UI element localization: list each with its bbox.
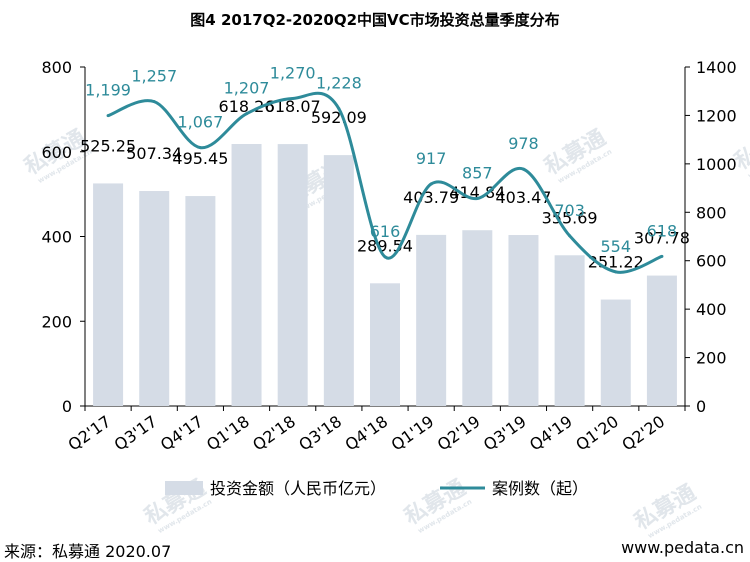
right-tick-label: 1000 xyxy=(696,155,737,174)
left-tick-label: 600 xyxy=(41,143,72,162)
line-value-label: 857 xyxy=(462,163,493,182)
x-tick-label: Q4'17 xyxy=(157,412,207,455)
x-tick-label: Q4'19 xyxy=(526,412,576,455)
bar xyxy=(555,255,585,406)
line-value-label: 703 xyxy=(554,201,585,220)
x-tick-label: Q4'18 xyxy=(341,412,391,455)
right-tick-label: 1400 xyxy=(696,58,737,77)
bar xyxy=(232,144,262,406)
line-point xyxy=(384,255,387,258)
legend-bar-swatch xyxy=(165,481,203,495)
line-value-label: 1,228 xyxy=(316,74,362,93)
left-tick-label: 400 xyxy=(41,228,72,247)
line-value-label: 1,067 xyxy=(177,113,223,132)
right-tick-label: 800 xyxy=(696,203,727,222)
chart-title: 图4 2017Q2-2020Q2中国VC市场投资总量季度分布 xyxy=(190,11,559,29)
bar xyxy=(324,155,354,406)
legend-bar-label: 投资金额（人民币亿元） xyxy=(210,479,386,498)
line-value-label: 1,270 xyxy=(270,63,316,82)
line-point xyxy=(107,114,110,117)
bar-value-label: 495.45 xyxy=(172,149,228,168)
bar xyxy=(508,235,538,406)
right-tick-label: 0 xyxy=(696,397,706,416)
line-value-label: 618 xyxy=(647,221,678,240)
line-point xyxy=(337,107,340,110)
bar xyxy=(601,300,631,406)
right-tick-label: 1200 xyxy=(696,106,737,125)
bar xyxy=(416,235,446,406)
bar-series xyxy=(93,144,677,406)
left-tick-label: 0 xyxy=(62,397,72,416)
website-note: www.pedata.cn xyxy=(621,538,744,557)
line-value-label: 1,257 xyxy=(131,67,177,86)
x-tick-label: Q1'18 xyxy=(203,412,253,455)
line-value-label: 554 xyxy=(600,237,631,256)
right-tick-label: 600 xyxy=(696,252,727,271)
line-point xyxy=(291,97,294,100)
line-value-label: 1,207 xyxy=(224,79,270,98)
x-tick-label: Q1'20 xyxy=(572,412,622,455)
legend-line-label: 案例数（起） xyxy=(492,479,588,498)
x-tick-label: Q1'19 xyxy=(388,412,438,455)
line-value-label: 1,199 xyxy=(85,81,131,100)
x-tick-label: Q2'20 xyxy=(618,412,668,455)
bar-labels: 525.25507.34495.45618.26618.07592.09289.… xyxy=(80,97,690,272)
x-tick-label: Q3'18 xyxy=(295,412,345,455)
x-tick-label: Q2'18 xyxy=(249,412,299,455)
bar xyxy=(185,196,215,406)
line-point xyxy=(245,112,248,115)
line-value-label: 616 xyxy=(370,222,401,241)
x-tick-label: Q3'19 xyxy=(480,412,530,455)
line-point xyxy=(568,234,571,237)
right-tick-label: 200 xyxy=(696,349,727,368)
bar xyxy=(370,283,400,406)
legend: 投资金额（人民币亿元） 案例数（起） xyxy=(165,479,588,498)
line-value-label: 917 xyxy=(416,149,447,168)
line-point xyxy=(199,146,202,149)
bar xyxy=(462,230,492,406)
left-tick-label: 200 xyxy=(41,312,72,331)
line-point xyxy=(660,255,663,258)
bar xyxy=(139,191,169,406)
right-tick-label: 400 xyxy=(696,300,727,319)
bar xyxy=(647,276,677,406)
x-tick-label: Q2'19 xyxy=(434,412,484,455)
line-value-label: 978 xyxy=(508,134,539,153)
line-point xyxy=(614,270,617,273)
line-point xyxy=(522,168,525,171)
bar xyxy=(278,144,308,406)
x-tick-label: Q3'17 xyxy=(111,412,161,455)
line-point xyxy=(430,182,433,185)
line-point xyxy=(153,100,156,103)
line-point xyxy=(476,197,479,200)
bar xyxy=(93,183,123,406)
x-tick-label: Q2'17 xyxy=(65,412,115,455)
left-tick-label: 800 xyxy=(41,58,72,77)
source-note: 来源：私募通 2020.07 xyxy=(4,538,171,562)
